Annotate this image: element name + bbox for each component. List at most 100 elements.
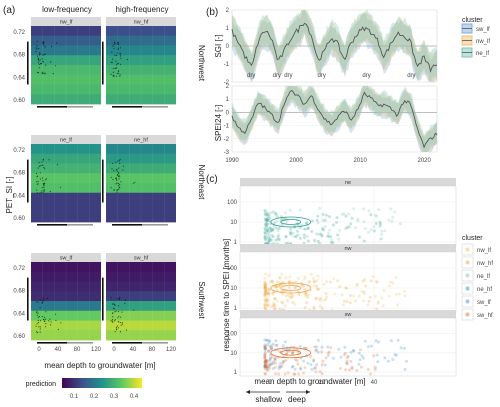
observation-point <box>115 60 117 62</box>
observation-point <box>44 53 46 55</box>
scatter-point-sw_hf <box>326 351 330 355</box>
scatter-point-sw_hf <box>284 358 288 362</box>
scatter-point-sw_hf <box>295 359 299 363</box>
heatmap-band <box>31 65 101 76</box>
observation-point <box>110 176 112 178</box>
scatter-point-nw_lf <box>304 288 308 292</box>
scatter-point-nw_lf <box>309 272 313 276</box>
legend-key-nw_hf <box>465 260 470 265</box>
observation-point <box>37 301 39 303</box>
heatmap-x-tick: 80 <box>149 347 156 353</box>
observation-point <box>42 180 44 182</box>
observation-point <box>119 55 122 57</box>
scatter-point-sw_hf <box>343 353 346 357</box>
scatter-point-sw_lf <box>383 356 387 360</box>
heatmap-y-tick: 0.72 <box>13 30 25 36</box>
scatter-point-nw_lf <box>288 295 292 299</box>
observation-point <box>38 52 41 54</box>
scatter-point-ne_hf <box>306 226 310 230</box>
observation-point <box>114 41 116 43</box>
observation-point <box>113 47 115 49</box>
response-y-tick: 100 <box>227 332 238 338</box>
observation-point <box>37 180 39 182</box>
scatter-point-ne_hf <box>289 230 292 234</box>
observation-point <box>44 318 47 320</box>
scatter-point-ne_lf <box>263 218 267 222</box>
scatter-point-nw_hf <box>369 279 373 283</box>
scatter-point-sw_lf <box>266 365 269 369</box>
scatter-point-ne_hf <box>277 238 281 241</box>
scatter-point-ne_hf <box>269 238 273 242</box>
scatter-point-nw_hf <box>281 280 285 284</box>
scatter-point-sw_hf <box>320 350 324 354</box>
scatter-point-sw_lf <box>357 351 361 355</box>
scatter-point-nw_hf <box>267 292 270 296</box>
scatter-point-sw_hf <box>263 363 267 367</box>
scatter-point-sw_hf <box>266 349 270 353</box>
observation-point <box>44 46 46 48</box>
scatter-point-ne_lf <box>271 210 275 214</box>
scatter-point-ne_lf <box>316 233 320 237</box>
observation-point <box>118 186 120 188</box>
scatter-point-sw_lf <box>375 353 379 357</box>
density-contour <box>270 347 312 359</box>
scatter-point-sw_lf <box>315 345 319 349</box>
scatter-point-sw_lf <box>291 364 295 368</box>
heatmap-band <box>106 330 176 341</box>
observation-point <box>37 312 39 314</box>
scatter-point-sw_hf <box>355 369 359 372</box>
scatter-point-ne_lf <box>338 229 342 232</box>
scatter-point-nw_hf <box>263 280 267 284</box>
scatter-point-nw_lf <box>267 273 271 277</box>
observation-point <box>117 175 120 178</box>
scatter-point-ne_lf <box>270 233 274 237</box>
scatter-point-nw_lf <box>376 300 380 304</box>
observation-point <box>119 47 122 49</box>
scatter-point-ne_lf <box>375 214 379 218</box>
observation-point <box>43 319 45 321</box>
scatter-point-sw_lf <box>264 358 268 362</box>
observation-point <box>112 74 114 76</box>
scatter-point-ne_lf <box>268 233 271 237</box>
scatter-point-sw_lf <box>263 345 267 349</box>
scatter-point-sw_hf <box>279 365 283 369</box>
scatter-point-nw_hf <box>318 299 322 302</box>
scatter-point-ne_lf <box>276 229 280 233</box>
observation-point <box>39 328 41 330</box>
scatter-point-nw_lf <box>293 302 297 306</box>
scatter-point-ne_lf <box>288 208 292 212</box>
scatter-point-sw_hf <box>291 351 295 355</box>
observation-point <box>119 331 122 333</box>
timeseries-x-tick: 2020 <box>418 158 432 164</box>
scatter-point-sw_lf <box>264 347 268 351</box>
scatter-point-nw_hf <box>263 285 267 289</box>
heatmap-y-tick: 0.72 <box>13 148 25 154</box>
observation-point <box>54 65 57 67</box>
scatter-point-nw_hf <box>329 280 332 284</box>
scatter-point-sw_hf <box>312 358 316 362</box>
observation-point <box>38 161 40 164</box>
scatter-point-ne_hf <box>331 241 335 245</box>
observation-point <box>41 316 44 318</box>
scatter-point-nw_lf <box>403 294 407 298</box>
scatter-point-sw_lf <box>312 359 316 363</box>
observation-point <box>41 161 43 163</box>
column-header-low: low-frequency <box>42 5 92 14</box>
scatter-point-ne_lf <box>263 208 267 212</box>
scatter-point-ne_lf <box>266 226 270 230</box>
scatter-point-nw_hf <box>315 287 319 291</box>
colorbar-tick: 0.3 <box>110 394 119 400</box>
scatter-point-nw_lf <box>271 291 275 295</box>
dry-annotation: dry <box>362 73 370 79</box>
observation-point <box>36 312 38 314</box>
heatmap-y-tick: 0.64 <box>13 311 25 317</box>
heatmap-band <box>31 192 101 203</box>
facet-strip-label: nw <box>344 246 351 252</box>
scatter-point-nw_hf <box>342 299 346 303</box>
response-y-tick: 10 <box>230 286 237 292</box>
heatmap-x-tick: 40 <box>55 347 62 353</box>
scatter-point-sw_hf <box>283 372 287 376</box>
heatmap-y-tick: 0.60 <box>13 98 25 104</box>
observation-point <box>45 178 48 180</box>
scatter-point-ne_hf <box>265 218 269 222</box>
